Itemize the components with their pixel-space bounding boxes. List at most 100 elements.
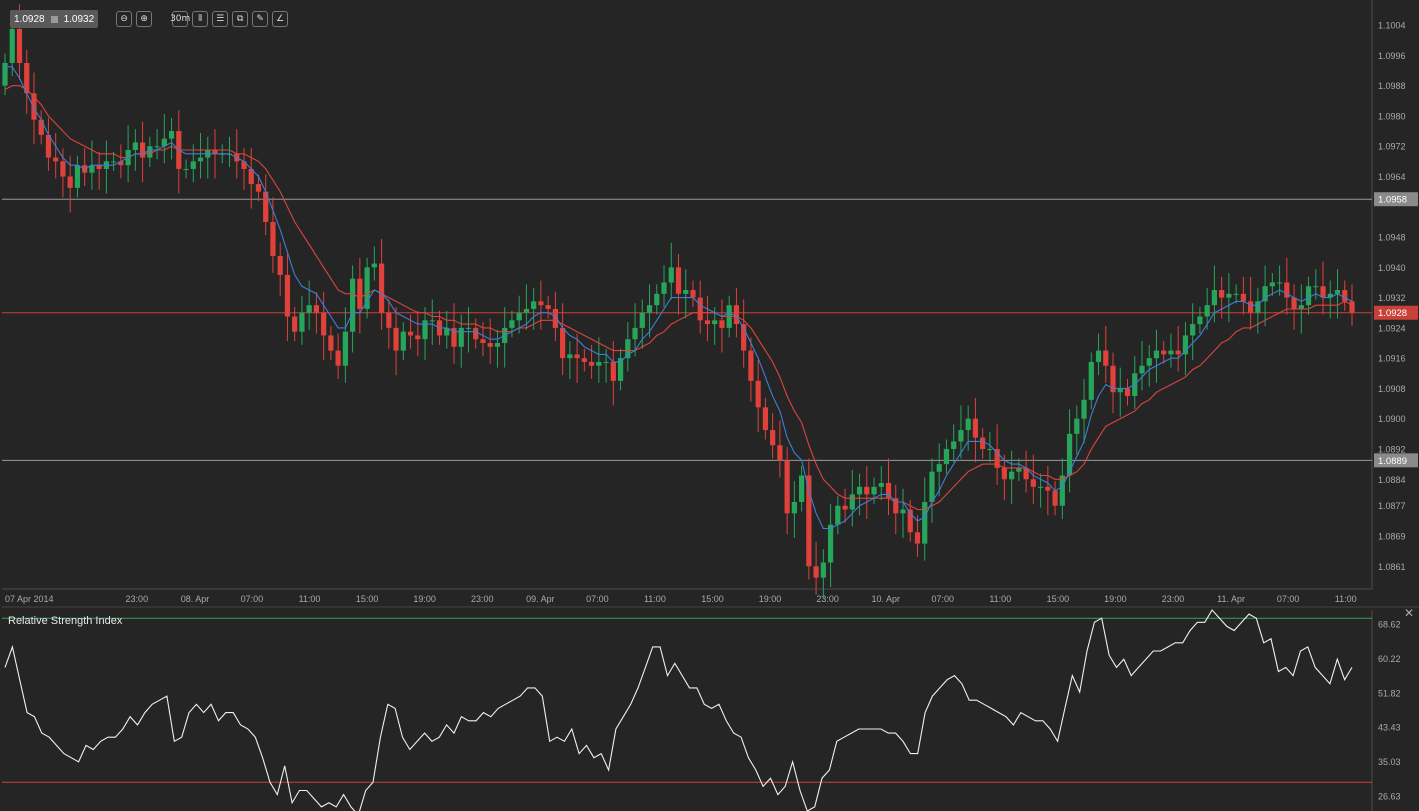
rsi-tick-label: 68.62 xyxy=(1378,619,1401,629)
candle-body xyxy=(958,430,964,442)
candle-body xyxy=(241,161,247,169)
templates-icon[interactable]: ⧉ xyxy=(232,11,249,27)
line-tool-icon[interactable]: ∠ xyxy=(272,11,289,27)
rsi-panel-title: Relative Strength Index xyxy=(8,615,123,627)
candle-body xyxy=(1110,365,1116,393)
candle-body xyxy=(270,221,276,256)
candle-body xyxy=(762,407,769,431)
quote-separator-icon xyxy=(50,15,58,23)
candle-body xyxy=(1190,324,1196,336)
chart-toolbar: 1.0928 1.0932 ⊖ ⊕ 30m ⫴ ☰ ⧉ ✎ ∠ xyxy=(10,9,289,29)
candle-body xyxy=(422,320,428,340)
candle-body xyxy=(567,354,573,359)
time-tick-label: 23:00 xyxy=(816,594,839,604)
candle-body xyxy=(255,184,262,192)
candle-body xyxy=(748,350,754,381)
candle-body xyxy=(1204,305,1210,317)
zoom-out-icon[interactable]: ⊖ xyxy=(116,11,133,27)
timeframe-button[interactable]: 30m xyxy=(170,11,190,27)
candle-body xyxy=(842,505,848,510)
candle-body xyxy=(560,327,566,359)
time-tick-label: 09. Apr xyxy=(526,594,555,604)
candlestick-icon[interactable]: ⫴ xyxy=(192,11,209,27)
candle-body xyxy=(784,460,790,514)
candle-body xyxy=(856,486,863,495)
candle-body xyxy=(654,293,660,306)
candle-body xyxy=(465,327,472,329)
price-tick-label: 1.0924 xyxy=(1378,323,1406,333)
candle-body xyxy=(574,354,580,359)
time-tick-label: 11:00 xyxy=(1335,594,1357,604)
candle-body xyxy=(1009,471,1015,480)
time-tick-label: 11:00 xyxy=(299,594,321,604)
candle-body xyxy=(1226,293,1232,298)
candle-body xyxy=(770,430,776,446)
candle-body xyxy=(328,335,334,351)
candle-body xyxy=(625,339,631,359)
candle-body xyxy=(885,483,892,499)
candle-body xyxy=(161,138,167,147)
candle-body xyxy=(965,418,971,431)
candle-body xyxy=(1139,365,1145,374)
candle-body xyxy=(799,475,805,502)
zoom-in-icon[interactable]: ⊕ xyxy=(136,11,153,27)
candle-body xyxy=(299,312,305,332)
rsi-tick-label: 35.03 xyxy=(1378,757,1401,767)
candle-body xyxy=(951,441,957,449)
candle-body xyxy=(31,93,37,120)
candle-body xyxy=(1327,293,1333,298)
candle-body xyxy=(1291,297,1297,309)
candle-body xyxy=(154,146,160,148)
candle-body xyxy=(313,305,320,313)
candle-body xyxy=(284,274,291,317)
candle-body xyxy=(1334,290,1341,294)
candle-body xyxy=(350,278,356,332)
level-badge xyxy=(1374,453,1418,468)
candle-body xyxy=(168,131,175,139)
candle-body xyxy=(444,327,450,336)
price-tick-label: 1.0877 xyxy=(1378,501,1406,511)
candle-body xyxy=(147,146,153,158)
candle-body xyxy=(1095,350,1102,362)
candle-body xyxy=(581,358,587,362)
close-icon[interactable]: ✕ xyxy=(1404,606,1415,620)
candle-body xyxy=(1248,301,1254,313)
candle-body xyxy=(1313,286,1319,288)
candle-body xyxy=(545,305,551,309)
candle-body xyxy=(306,305,312,313)
candle-body xyxy=(1219,290,1225,298)
candle-body xyxy=(1276,282,1283,284)
candle-body xyxy=(473,327,479,340)
price-tick-label: 1.0861 xyxy=(1378,562,1406,572)
indicators-icon[interactable]: ☰ xyxy=(212,11,229,27)
candle-body xyxy=(190,161,196,169)
candle-body xyxy=(871,486,877,495)
candle-body xyxy=(1182,335,1189,355)
candle-body xyxy=(943,448,950,465)
candle-body xyxy=(118,161,124,166)
candle-body xyxy=(900,509,906,514)
candle-body xyxy=(668,267,674,283)
time-tick-label: 15:00 xyxy=(356,594,379,604)
time-tick-label: 11:00 xyxy=(989,594,1011,604)
level-badge-label: 1.0958 xyxy=(1378,195,1407,206)
candle-body xyxy=(487,343,493,347)
candle-body xyxy=(849,494,855,510)
price-tick-label: 1.0948 xyxy=(1378,233,1406,243)
candle-body xyxy=(827,524,834,563)
candle-body xyxy=(980,437,986,449)
price-tick-label: 1.0980 xyxy=(1378,111,1406,121)
candle-body xyxy=(1059,475,1065,506)
candle-body xyxy=(922,501,928,544)
candle-body xyxy=(111,161,117,163)
time-tick-label: 19:00 xyxy=(1104,594,1127,604)
candle-body xyxy=(1045,486,1051,491)
draw-icon[interactable]: ✎ xyxy=(252,11,269,27)
candle-body xyxy=(755,380,761,408)
time-tick-label: 08. Apr xyxy=(181,594,210,604)
price-tick-label: 1.0892 xyxy=(1378,444,1406,454)
candle-body xyxy=(212,150,218,154)
candle-body xyxy=(371,263,377,268)
candle-body xyxy=(661,282,667,294)
